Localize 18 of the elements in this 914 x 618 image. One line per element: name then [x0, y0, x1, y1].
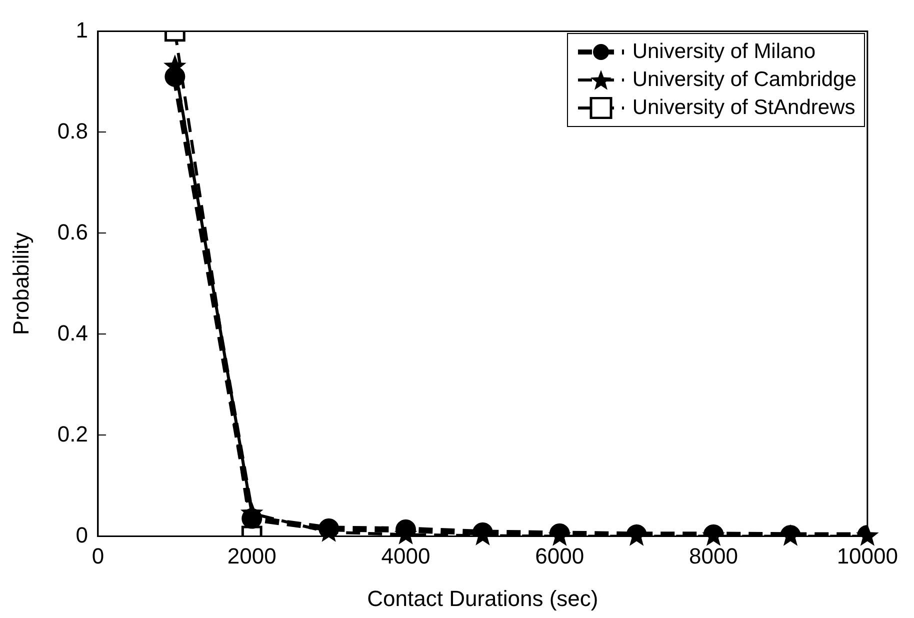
legend-label: University of StAndrews	[632, 95, 856, 122]
y-tick-label: 0.6	[57, 219, 88, 244]
y-tick-label: 0.2	[57, 421, 88, 446]
legend-label: University of Milano	[632, 39, 816, 66]
x-tick-label: 0	[92, 543, 104, 568]
legend-label: University of Cambridge	[632, 67, 856, 94]
x-axis-title: Contact Durations (sec)	[367, 586, 598, 611]
x-tick-label: 6000	[535, 543, 584, 568]
x-tick-label: 2000	[227, 543, 276, 568]
point	[702, 524, 725, 546]
y-tick-label: 0.8	[57, 118, 88, 144]
x-tick-label: 10000	[836, 543, 898, 568]
y-tick-label: 0	[76, 522, 88, 548]
y-axis-title: Probability	[8, 232, 34, 336]
y-tick-label: 0.4	[57, 320, 88, 346]
x-tick-label: 8000	[689, 543, 738, 568]
y-tick-label: 1	[76, 17, 88, 42]
x-tick-label: 4000	[381, 543, 430, 568]
